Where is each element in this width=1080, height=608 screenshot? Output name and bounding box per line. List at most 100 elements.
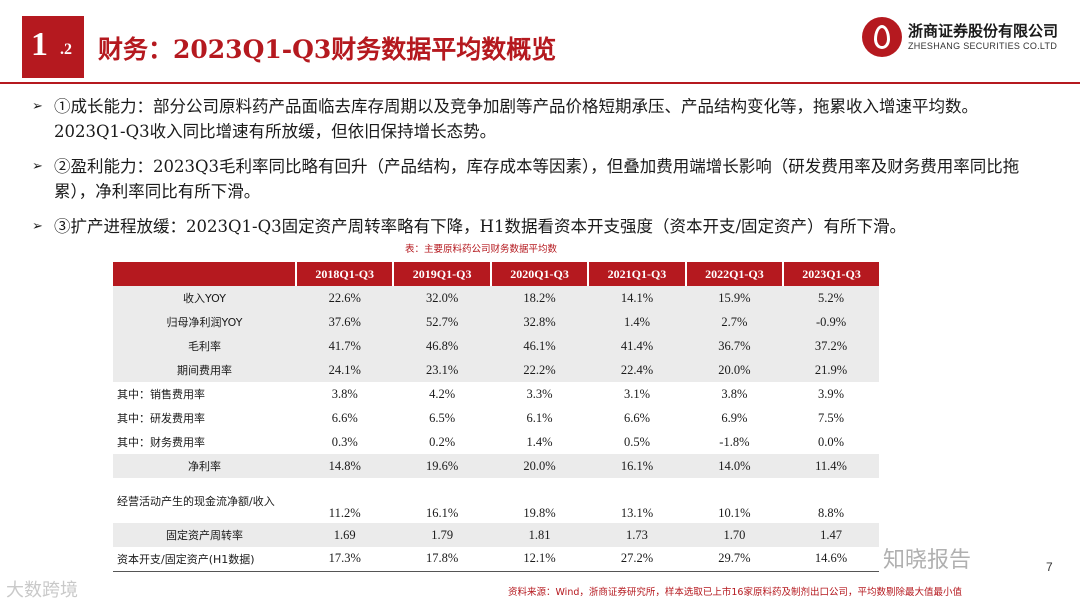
table-cell: 32.0% — [393, 286, 491, 310]
table-cell: 3.8% — [331, 386, 358, 401]
table-cell: 6.9% — [721, 410, 748, 425]
table-cell: 1.81 — [490, 523, 589, 547]
bullet-text: ①成长能力：部分公司原料药产品面临去库存周期以及竞争加剧等产品价格短期承压、产品… — [54, 97, 978, 141]
section-sub-number: .2 — [60, 41, 72, 58]
financial-table: 2018Q1-Q3 2019Q1-Q3 2020Q1-Q3 2021Q1-Q3 … — [113, 262, 879, 572]
table-cell: 14.0% — [685, 454, 784, 478]
table-cell: 1.70 — [685, 523, 784, 547]
table-row: 收入YOY 22.6% 32.0% 18.2% 14.1% 15.9% 5.2% — [113, 286, 879, 310]
page-number: 7 — [1046, 560, 1053, 574]
table-cell: 32.8% — [490, 310, 589, 334]
table-cell: 37.2% — [783, 334, 879, 358]
row-label: 其中：研发费用率 — [117, 412, 205, 425]
table-cell: 1.73 — [588, 523, 686, 547]
table-cell: 22.4% — [588, 358, 686, 382]
table-cell: 46.1% — [490, 334, 589, 358]
table-row: 净利率 14.8% 19.6% 20.0% 16.1% 14.0% 11.4% — [113, 454, 879, 478]
table-cell: -1.8% — [719, 434, 750, 449]
table-cell: 41.7% — [296, 334, 394, 358]
table-cell: 41.4% — [588, 334, 686, 358]
table-cell: 1.4% — [588, 310, 686, 334]
row-label: 经营活动产生的现金流净额/收入 — [117, 494, 275, 508]
table-cell: 6.1% — [526, 410, 553, 425]
row-label: 其中：销售费用率 — [117, 388, 205, 401]
table-cell: 6.6% — [331, 410, 358, 425]
table-cell: 1.69 — [296, 523, 394, 547]
row-label: 毛利率 — [113, 334, 296, 358]
table-cell: 11.2% — [328, 506, 361, 520]
section-number-badge: 1 .2 — [22, 16, 84, 78]
logo-en-text: ZHESHANG SECURITIES CO.LTD — [908, 41, 1058, 51]
table-cell: 17.8% — [393, 547, 491, 572]
table-row: 期间费用率 24.1% 23.1% 22.2% 22.4% 20.0% 21.9% — [113, 358, 879, 382]
table-cell: 10.1% — [718, 506, 751, 520]
table-cell: 3.1% — [623, 386, 650, 401]
table-cell: 11.4% — [783, 454, 879, 478]
table-row: 毛利率 41.7% 46.8% 46.1% 41.4% 36.7% 37.2% — [113, 334, 879, 358]
source-note: 资料来源：Wind，浙商证券研究所，样本选取已上市16家原料药及制剂出口公司，平… — [508, 587, 962, 598]
table-cell: 1.79 — [393, 523, 491, 547]
table-cell: 36.7% — [685, 334, 784, 358]
table-cell: 7.5% — [818, 410, 845, 425]
row-label: 资本开支/固定资产(H1数据) — [113, 547, 296, 572]
table-header-cell: 2019Q1-Q3 — [393, 262, 492, 286]
table-cell: 3.9% — [818, 386, 845, 401]
table-cell: 0.5% — [623, 434, 650, 449]
table-cell: 2.7% — [685, 310, 784, 334]
table-row: 固定资产周转率 1.69 1.79 1.81 1.73 1.70 1.47 — [113, 523, 879, 547]
table-row: 其中：销售费用率 3.8% 4.2% 3.3% 3.1% 3.8% 3.9% — [113, 382, 879, 406]
table-cell: 19.8% — [523, 506, 556, 520]
table-cell: 37.6% — [296, 310, 394, 334]
table-cell: 0.2% — [429, 434, 456, 449]
table-cell: 14.1% — [588, 286, 686, 310]
logo-cn-text: 浙商证券股份有限公司 — [908, 22, 1059, 40]
table-cell: 19.6% — [393, 454, 491, 478]
table-cell: 5.2% — [783, 286, 879, 310]
header-divider — [0, 82, 1080, 84]
table-cell: 18.2% — [490, 286, 589, 310]
table-row: 其中：财务费用率 0.3% 0.2% 1.4% 0.5% -1.8% 0.0% — [113, 430, 879, 454]
table-row: 其中：研发费用率 6.6% 6.5% 6.1% 6.6% 6.9% 7.5% — [113, 406, 879, 430]
table-cell: 46.8% — [393, 334, 491, 358]
company-logo: 浙商证券股份有限公司 ZHESHANG SECURITIES CO.LTD — [862, 17, 1062, 61]
table-cell: 3.3% — [526, 386, 553, 401]
bullet-list: ➢ ①成长能力：部分公司原料药产品面临去库存周期以及竞争加剧等产品价格短期承压、… — [32, 94, 1042, 249]
table-row: 资本开支/固定资产(H1数据) 17.3% 17.8% 12.1% 27.2% 29.7%… — [113, 547, 879, 572]
table-cell: 4.2% — [429, 386, 456, 401]
table-caption: 表：主要原料药公司财务数据平均数 — [405, 244, 558, 255]
table-cell: 8.8% — [818, 506, 845, 520]
table-cell: 0.0% — [818, 434, 845, 449]
bullet-profitability: ➢ ②盈利能力：2023Q3毛利率同比略有回升（产品结构，库存成本等因素），但叠… — [32, 154, 1042, 204]
watermark-right: 知晓报告 — [883, 548, 972, 573]
logo-mark-icon — [862, 17, 902, 57]
row-label: 净利率 — [113, 454, 296, 478]
table-cell: 17.3% — [296, 547, 394, 572]
table-cell: 15.9% — [685, 286, 784, 310]
table-cell: 14.6% — [783, 547, 879, 572]
table-row: 归母净利润YOY 37.6% 52.7% 32.8% 1.4% 2.7% -0.9% — [113, 310, 879, 334]
table-cell: 20.0% — [685, 358, 784, 382]
table-cell: -0.9% — [783, 310, 879, 334]
row-label: 期间费用率 — [113, 358, 296, 382]
table-cell: 16.1% — [588, 454, 686, 478]
arrow-bullet-icon: ➢ — [32, 219, 43, 234]
table-cell: 1.47 — [783, 523, 879, 547]
table-cell: 21.9% — [783, 358, 879, 382]
table-cell: 24.1% — [296, 358, 394, 382]
table-cell: 12.1% — [490, 547, 589, 572]
table-cell: 52.7% — [393, 310, 491, 334]
table-cell: 20.0% — [490, 454, 589, 478]
table-cell: 22.6% — [296, 286, 394, 310]
section-number: 1 — [31, 26, 48, 63]
table-row: 经营活动产生的现金流净额/收入 11.2% 16.1% 19.8% 13.1% 10.1%… — [113, 478, 879, 523]
table-header-cell: 2020Q1-Q3 — [490, 262, 590, 286]
watermark-left: 大数跨境 — [6, 580, 78, 601]
table-cell: 29.7% — [685, 547, 784, 572]
table-header-cell: 2023Q1-Q3 — [783, 262, 879, 286]
table-cell: 0.3% — [331, 434, 358, 449]
bullet-text: ③扩产进程放缓：2023Q1-Q3固定资产周转率略有下降，H1数据看资本开支强度… — [54, 217, 907, 236]
table-cell: 27.2% — [588, 547, 686, 572]
row-label: 固定资产周转率 — [113, 523, 296, 547]
table-header-cell: 2022Q1-Q3 — [685, 262, 785, 286]
bullet-growth: ➢ ①成长能力：部分公司原料药产品面临去库存周期以及竞争加剧等产品价格短期承压、… — [32, 94, 1042, 144]
